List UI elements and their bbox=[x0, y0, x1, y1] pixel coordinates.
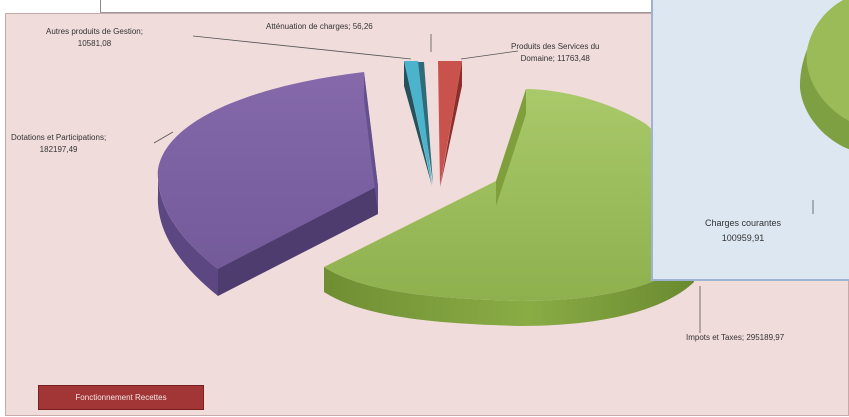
inset-pie-chart: Charges courantes 100959,91 bbox=[651, 0, 849, 281]
label-autres-value: 10581,08 bbox=[77, 39, 112, 48]
label-charges-value: 100959,91 bbox=[721, 233, 765, 243]
inset-svg bbox=[799, 0, 849, 214]
label-dotations: Dotations et Participations; 182197,49 bbox=[11, 132, 106, 156]
label-autres-name: Autres produits de Gestion; bbox=[46, 27, 143, 36]
label-charges-name: Charges courantes bbox=[704, 218, 782, 228]
pie-svg bbox=[153, 34, 701, 333]
label-charges: Charges courantes 100959,91 bbox=[683, 216, 803, 246]
leader-lines bbox=[153, 34, 701, 333]
top-strip bbox=[0, 0, 849, 13]
slice-impots bbox=[324, 89, 698, 326]
top-divider bbox=[100, 0, 101, 13]
leader-produits bbox=[460, 50, 519, 60]
inset-slice-charges bbox=[799, 0, 849, 150]
fonctionnement-recettes-button[interactable]: Fonctionnement Recettes bbox=[38, 385, 204, 410]
label-produits-name: Produits des Services du bbox=[511, 42, 600, 51]
label-impots: Impots et Taxes; 295189,97 bbox=[686, 333, 785, 342]
label-dotations-value: 182197,49 bbox=[39, 145, 78, 154]
label-attenuation: Atténuation de charges; 56,26 bbox=[266, 22, 373, 31]
top-rule bbox=[100, 12, 660, 13]
slice-autres bbox=[404, 61, 432, 186]
label-dotations-name: Dotations et Participations; bbox=[11, 133, 107, 142]
slice-dotations bbox=[157, 72, 378, 296]
leader-autres bbox=[192, 35, 412, 60]
label-produits: Produits des Services du Domaine; 11763,… bbox=[511, 41, 600, 65]
leader-dotations bbox=[153, 131, 174, 144]
slice-produits bbox=[438, 61, 462, 188]
label-autres: Autres produits de Gestion; 10581,08 bbox=[46, 26, 143, 50]
label-produits-value: Domaine; 11763,48 bbox=[520, 54, 590, 63]
